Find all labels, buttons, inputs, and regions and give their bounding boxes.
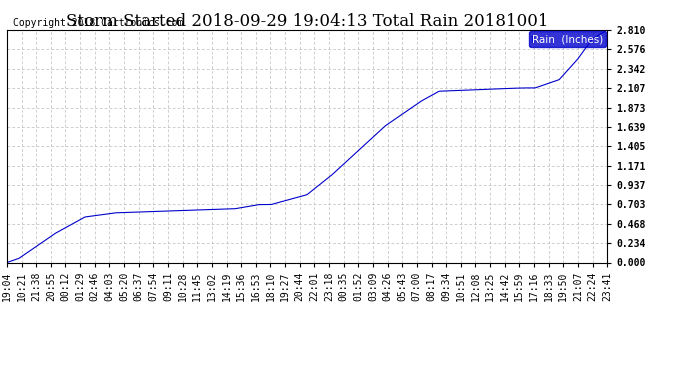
Text: Copyright 2018 Cartronics.com: Copyright 2018 Cartronics.com xyxy=(13,18,184,28)
Legend: Rain  (Inches): Rain (Inches) xyxy=(529,31,606,47)
Title: Storm Started 2018-09-29 19:04:13 Total Rain 20181001: Storm Started 2018-09-29 19:04:13 Total … xyxy=(66,13,549,30)
